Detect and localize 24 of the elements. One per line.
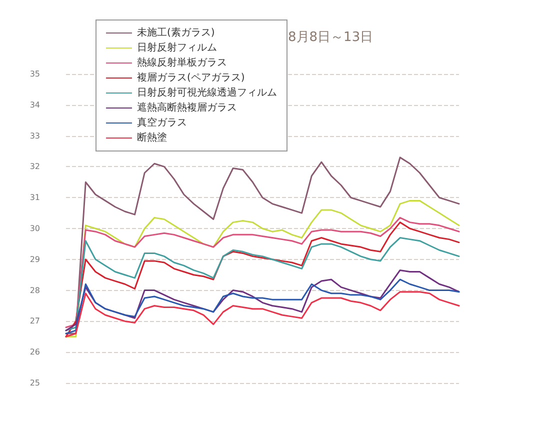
y-tick-label: 29 <box>30 254 40 264</box>
legend-label: 日射反射可視光線透過フィルム <box>137 86 277 98</box>
legend-label: 熱線反射単板ガラス <box>137 56 227 68</box>
line-series <box>65 278 460 334</box>
legend-label: 日射反射フィルム <box>137 42 217 54</box>
y-tick-label: 32 <box>30 162 40 172</box>
line-series <box>65 269 460 332</box>
line-series <box>65 237 460 332</box>
legend-label: 未施工(素ガラス) <box>137 26 215 38</box>
legend-label: 遮熱高断熱複層ガラス <box>137 102 237 114</box>
y-tick-label: 30 <box>30 224 40 233</box>
y-tick-label: 35 <box>30 70 40 78</box>
y-tick-label: 33 <box>30 131 40 140</box>
legend-label: 断熱塗 <box>137 132 167 144</box>
legend-label: 真空ガラス <box>137 116 187 128</box>
y-tick-label: 31 <box>30 193 40 202</box>
legend-label: 複層ガラス(ペアガラス) <box>137 72 245 84</box>
y-tick-label: 25 <box>30 378 40 388</box>
y-tick-label: 26 <box>30 348 40 357</box>
y-tick-label: 28 <box>30 286 40 295</box>
chart-title: 8月8日～13日 <box>288 30 374 45</box>
line-series <box>65 291 460 338</box>
y-tick-label: 27 <box>30 316 40 326</box>
y-tick-label: 34 <box>30 100 40 110</box>
